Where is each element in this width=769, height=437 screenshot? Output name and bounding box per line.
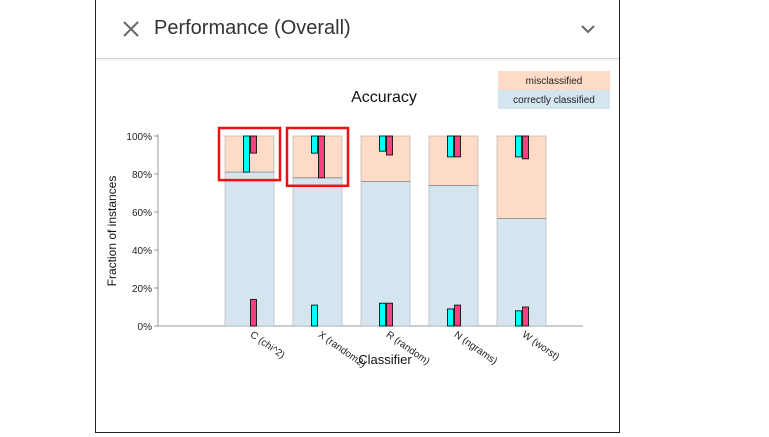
y-tick-label: 60% <box>132 208 152 219</box>
y-tick-label: 100% <box>126 132 152 143</box>
bar-correct <box>360 181 411 327</box>
marker-cyan <box>379 135 386 152</box>
panel-header: Performance (Overall) <box>96 0 619 59</box>
marker-pink <box>318 135 325 179</box>
marker-cyan <box>243 135 250 173</box>
marker-pink <box>386 302 393 327</box>
chevron-down-icon[interactable] <box>579 20 597 38</box>
legend-swatch <box>498 71 610 90</box>
marker-cyan <box>311 304 318 327</box>
highlight-box <box>217 126 282 182</box>
accuracy-chart: Accuracy misclassified correctly classifi… <box>105 71 610 370</box>
y-axis-label: Fraction of instances <box>105 176 119 287</box>
bar-correct <box>496 218 547 327</box>
marker-cyan <box>515 310 522 327</box>
panel-title: Performance (Overall) <box>154 17 351 39</box>
x-tick-label: C (chi^2) <box>248 329 287 361</box>
x-tick-label: N (ngrams) <box>452 329 499 367</box>
marker-pink <box>454 135 461 158</box>
y-tick-label: 40% <box>132 246 152 257</box>
marker-cyan <box>447 135 454 158</box>
marker-pink <box>386 135 393 156</box>
y-tick-label: 20% <box>132 284 152 295</box>
marker-cyan <box>515 135 522 158</box>
x-tick-label: W (worst) <box>520 329 561 363</box>
marker-pink <box>250 298 257 327</box>
marker-cyan <box>311 135 318 154</box>
y-tick-label: 80% <box>132 170 152 181</box>
close-icon[interactable] <box>120 18 142 40</box>
legend-label: correctly classified <box>513 95 595 106</box>
x-axis-label: Classifier <box>358 352 412 367</box>
chart-title: Accuracy <box>351 89 417 106</box>
legend-label: misclassified <box>526 76 583 87</box>
marker-cyan <box>447 308 454 327</box>
marker-cyan <box>379 302 386 327</box>
marker-pink <box>250 135 257 154</box>
plot-area: 0%20%40%60%80%100%C (chi^2) X (random2) R … <box>126 126 583 370</box>
bar-correct <box>428 185 479 327</box>
marker-pink <box>454 304 461 327</box>
legend: misclassified correctly classified <box>498 71 610 109</box>
performance-panel: Performance (Overall) Accuracy misclassi… <box>95 0 620 433</box>
marker-pink <box>522 306 529 327</box>
legend-swatch <box>498 90 610 109</box>
bar-correct <box>292 177 343 327</box>
marker-pink <box>522 135 529 160</box>
highlight-box <box>285 126 350 188</box>
bar-correct <box>224 171 275 327</box>
y-tick-label: 0% <box>138 322 153 333</box>
